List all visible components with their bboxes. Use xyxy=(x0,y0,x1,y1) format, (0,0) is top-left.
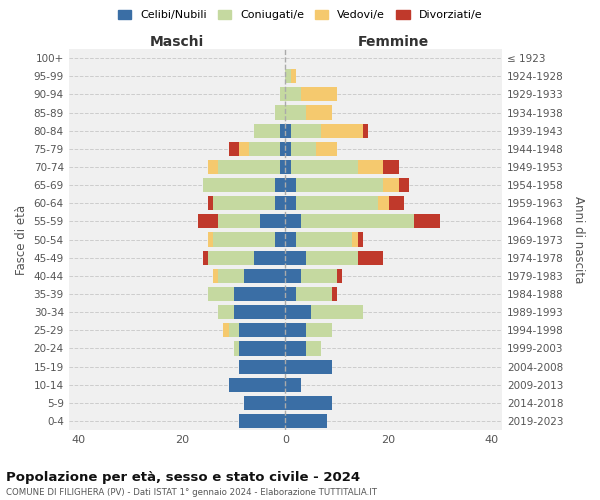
Bar xyxy=(280,124,286,138)
Legend: Celibi/Nubili, Coniugati/e, Vedovi/e, Divorziati/e: Celibi/Nubili, Coniugati/e, Vedovi/e, Di… xyxy=(113,6,487,25)
Bar xyxy=(352,232,358,246)
Bar xyxy=(290,142,316,156)
Bar xyxy=(296,178,383,192)
Y-axis label: Fasce di età: Fasce di età xyxy=(15,204,28,274)
Bar xyxy=(378,196,389,210)
Bar xyxy=(234,287,286,301)
Bar xyxy=(322,124,363,138)
Bar xyxy=(301,88,337,102)
Bar xyxy=(290,160,358,174)
Bar xyxy=(316,142,337,156)
Bar xyxy=(223,323,229,338)
Bar xyxy=(290,69,296,84)
Bar xyxy=(275,196,286,210)
Bar xyxy=(301,269,337,283)
Bar xyxy=(286,414,326,428)
Bar xyxy=(389,196,404,210)
Bar xyxy=(296,232,352,246)
Text: COMUNE DI FILIGHERA (PV) - Dati ISTAT 1° gennaio 2024 - Elaborazione TUTTITALIA.: COMUNE DI FILIGHERA (PV) - Dati ISTAT 1°… xyxy=(6,488,377,497)
Text: Maschi: Maschi xyxy=(150,35,204,49)
Bar xyxy=(275,106,286,120)
Bar xyxy=(332,287,337,301)
Bar xyxy=(358,160,383,174)
Bar xyxy=(275,232,286,246)
Bar xyxy=(254,124,280,138)
Bar xyxy=(249,142,280,156)
Bar xyxy=(301,214,415,228)
Bar xyxy=(415,214,440,228)
Bar xyxy=(229,378,286,392)
Bar xyxy=(358,250,383,265)
Bar xyxy=(244,269,286,283)
Bar xyxy=(239,360,286,374)
Bar xyxy=(213,232,275,246)
Bar xyxy=(286,142,290,156)
Bar xyxy=(296,287,332,301)
Bar xyxy=(286,160,290,174)
Bar xyxy=(275,178,286,192)
Bar xyxy=(306,250,358,265)
Bar xyxy=(306,106,332,120)
Bar xyxy=(286,323,306,338)
Bar xyxy=(286,250,306,265)
Bar xyxy=(290,124,322,138)
Bar xyxy=(286,396,332,410)
Bar xyxy=(213,269,218,283)
Bar xyxy=(311,305,363,319)
Bar xyxy=(239,142,249,156)
Bar xyxy=(239,414,286,428)
Bar xyxy=(399,178,409,192)
Bar xyxy=(213,196,275,210)
Bar xyxy=(229,323,239,338)
Bar xyxy=(363,124,368,138)
Bar xyxy=(337,269,342,283)
Bar xyxy=(286,269,301,283)
Bar xyxy=(197,214,218,228)
Bar xyxy=(286,232,296,246)
Text: Popolazione per età, sesso e stato civile - 2024: Popolazione per età, sesso e stato civil… xyxy=(6,472,360,484)
Bar xyxy=(383,178,399,192)
Bar xyxy=(286,360,332,374)
Bar xyxy=(208,160,218,174)
Bar xyxy=(286,69,290,84)
Y-axis label: Anni di nascita: Anni di nascita xyxy=(572,196,585,284)
Bar xyxy=(203,250,208,265)
Bar xyxy=(218,214,260,228)
Bar xyxy=(239,323,286,338)
Bar xyxy=(280,160,286,174)
Bar xyxy=(286,178,296,192)
Bar xyxy=(244,396,286,410)
Bar xyxy=(218,160,280,174)
Bar xyxy=(254,250,286,265)
Bar xyxy=(286,106,306,120)
Bar xyxy=(286,287,296,301)
Bar xyxy=(234,305,286,319)
Bar xyxy=(280,88,286,102)
Bar xyxy=(218,269,244,283)
Bar xyxy=(383,160,399,174)
Bar xyxy=(286,124,290,138)
Bar xyxy=(218,305,234,319)
Text: Femmine: Femmine xyxy=(358,35,430,49)
Bar xyxy=(208,250,254,265)
Bar xyxy=(229,142,239,156)
Bar xyxy=(208,196,213,210)
Bar xyxy=(286,88,301,102)
Bar xyxy=(280,142,286,156)
Bar xyxy=(260,214,286,228)
Bar xyxy=(306,342,322,355)
Bar xyxy=(286,305,311,319)
Bar xyxy=(203,178,275,192)
Bar xyxy=(208,232,213,246)
Bar xyxy=(358,232,363,246)
Bar xyxy=(296,196,378,210)
Bar xyxy=(286,378,301,392)
Bar xyxy=(306,323,332,338)
Bar xyxy=(286,214,301,228)
Bar xyxy=(286,196,296,210)
Bar xyxy=(239,342,286,355)
Bar xyxy=(208,287,234,301)
Bar xyxy=(234,342,239,355)
Bar xyxy=(286,342,306,355)
